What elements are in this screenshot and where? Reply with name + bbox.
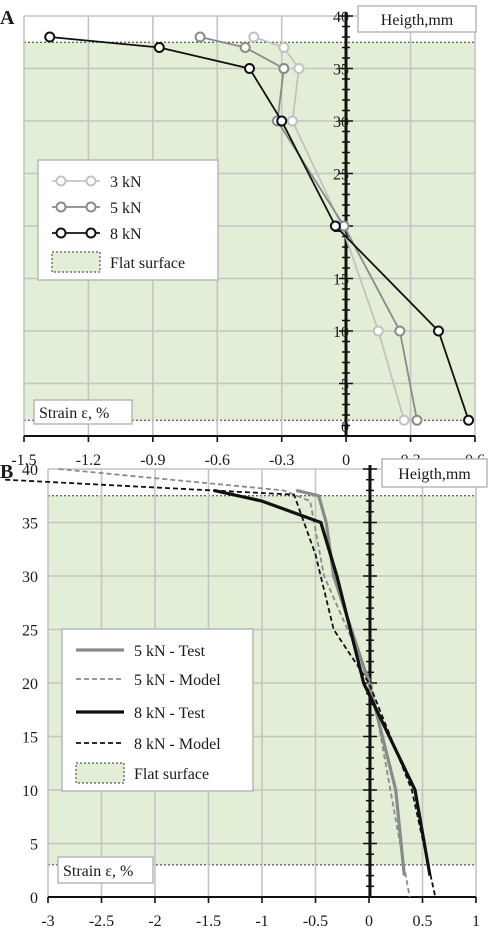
x-tick-label: -1: [255, 913, 268, 930]
panel-label: B: [0, 461, 13, 483]
y-tick-label: 25: [22, 623, 38, 640]
y-tick-label: 5: [341, 377, 349, 394]
series-line-8-kn-model: [5, 478, 437, 898]
data-point: [44, 31, 56, 43]
data-point: [463, 414, 475, 426]
y-tick-label: 35: [333, 62, 349, 79]
y-tick-label: 5: [30, 837, 38, 854]
x-axis-label-box: [57, 856, 154, 884]
y-axis-label: Heigth,mm: [398, 466, 471, 483]
x-axis-label: Strain ε, %: [63, 863, 133, 880]
y-tick-label: 10: [333, 324, 349, 341]
legend-marker: [55, 175, 67, 187]
x-axis-label-box: [33, 399, 133, 425]
x-tick-label: -0.3: [269, 452, 294, 469]
y-axis-label: Heigth,mm: [381, 12, 454, 29]
legend-label: 8 kN - Model: [134, 736, 221, 753]
legend-marker: [85, 175, 97, 187]
x-tick-label: -1.2: [76, 452, 101, 469]
x-tick-label: 0.5: [413, 913, 433, 930]
y-tick-label: 30: [333, 114, 349, 131]
legend-label: 8 kN: [110, 226, 142, 243]
data-point: [244, 63, 255, 74]
data-point: [194, 31, 206, 43]
data-point: [411, 414, 423, 426]
x-tick-label: -0.6: [205, 452, 230, 469]
y-tick-label: 0: [341, 419, 349, 436]
y-tick-label: 0: [30, 890, 38, 907]
y-axis-label-box: [381, 458, 488, 488]
x-tick-label: -1.5: [11, 452, 36, 469]
y-tick-label: 40: [22, 462, 38, 479]
panel-label: A: [0, 7, 15, 29]
legend-flat-surface-swatch: [51, 251, 101, 273]
legend-marker: [85, 227, 97, 239]
data-point: [278, 42, 290, 53]
data-point: [394, 325, 406, 337]
x-tick-label: -3: [41, 913, 54, 930]
data-point: [432, 325, 444, 337]
x-tick-label: -2: [148, 913, 161, 930]
legend-marker: [55, 227, 67, 239]
legend-flat-surface-swatch: [75, 762, 125, 784]
legend-label: Flat surface: [134, 766, 209, 783]
y-tick-label: 20: [22, 676, 38, 693]
series-line-5-kn-test: [295, 488, 406, 876]
legend-marker: [85, 201, 97, 213]
legend-label: 5 kN: [110, 200, 142, 217]
x-tick-label: 0: [365, 913, 373, 930]
y-tick-label: 30: [22, 569, 38, 586]
data-point: [293, 63, 305, 74]
data-point: [286, 115, 298, 127]
x-tick-label: 1: [472, 913, 480, 930]
x-tick-label: -0.9: [140, 452, 165, 469]
data-point: [276, 115, 288, 127]
legend-label: Flat surface: [110, 255, 185, 272]
x-tick-label: 0: [342, 452, 350, 469]
y-tick-label: 15: [333, 272, 349, 289]
series-line-8-kn-test: [213, 488, 432, 876]
series-line-5-kn-model: [58, 468, 411, 898]
data-point: [278, 63, 290, 74]
data-point: [239, 42, 251, 53]
data-point: [248, 31, 260, 43]
legend-label: 5 kN - Model: [134, 672, 221, 689]
x-tick-label: -0.5: [303, 913, 328, 930]
legend-label: 8 kN - Test: [134, 705, 206, 722]
y-tick-label: 25: [333, 167, 349, 184]
legend-marker: [55, 201, 67, 213]
data-point: [153, 42, 165, 53]
data-point: [398, 414, 410, 426]
data-point: [329, 220, 341, 232]
legend-label: 3 kN: [110, 174, 142, 191]
legend-label: 5 kN - Test: [134, 643, 206, 660]
legend-box: [37, 159, 219, 281]
x-tick-label: -1.5: [196, 913, 221, 930]
y-tick-label: 35: [22, 516, 38, 533]
y-tick-label: 15: [22, 730, 38, 747]
y-tick-label: 10: [22, 783, 38, 800]
x-axis-label: Strain ε, %: [39, 405, 109, 422]
x-tick-label: -2.5: [89, 913, 114, 930]
data-point: [372, 325, 384, 337]
y-tick-label: 40: [333, 9, 349, 26]
y-axis-label-box: [357, 5, 477, 33]
